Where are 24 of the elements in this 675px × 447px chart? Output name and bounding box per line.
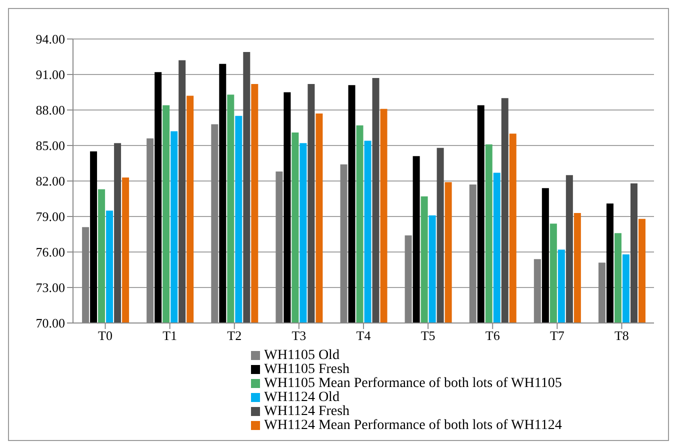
y-tick-label: 76.00 [36,244,65,260]
legend-label: WH1124 Old [264,390,340,405]
x-tick-label: T2 [227,328,242,344]
y-tick-label: 94.00 [36,32,65,47]
y-tick-label: 73.00 [36,280,65,296]
legend-label: WH1105 Old [264,348,340,363]
y-tick-label: 79.00 [36,209,65,224]
x-tick-label: T4 [356,328,372,344]
x-tick-label: T6 [485,328,500,344]
legend-label: WH1124 Fresh [264,404,350,419]
legend-label: WH1105 Mean Performance of both lots of WH1105 [264,376,562,391]
x-tick-label: T1 [162,328,178,344]
legend-label: WH1105 Fresh [264,362,350,377]
y-tick-label: 88.00 [36,102,65,118]
x-tick-label: T7 [550,328,565,344]
x-tick-label: T8 [614,328,629,344]
legend-label: WH1124 Mean Performance of both lots of WH1124 [264,418,562,433]
y-tick-label: 85.00 [36,138,65,154]
y-tick-label: 70.00 [36,316,65,331]
x-tick-label: T5 [420,328,436,344]
x-tick-label: T0 [98,328,113,344]
x-tick-label: T3 [292,328,306,344]
y-tick-label: 91.00 [36,67,65,82]
y-tick-label: 82.00 [36,174,65,189]
